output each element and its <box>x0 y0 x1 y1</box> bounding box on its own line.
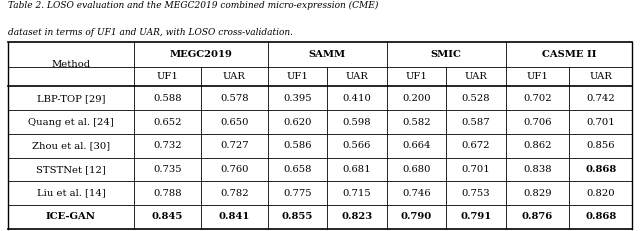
Text: 0.598: 0.598 <box>342 118 371 127</box>
Text: 0.841: 0.841 <box>218 212 250 221</box>
Text: 0.856: 0.856 <box>586 141 615 150</box>
Text: 0.868: 0.868 <box>585 165 616 174</box>
Text: 0.838: 0.838 <box>523 165 552 174</box>
Text: 0.735: 0.735 <box>154 165 182 174</box>
Text: 0.760: 0.760 <box>220 165 248 174</box>
Text: 0.680: 0.680 <box>402 165 431 174</box>
Text: 0.753: 0.753 <box>461 189 490 198</box>
Text: UF1: UF1 <box>157 72 179 81</box>
Text: UF1: UF1 <box>286 72 308 81</box>
Text: Liu et al. [14]: Liu et al. [14] <box>36 189 106 198</box>
Text: LBP-TOP [29]: LBP-TOP [29] <box>36 94 106 103</box>
Text: 0.868: 0.868 <box>585 212 616 221</box>
Text: 0.876: 0.876 <box>522 212 553 221</box>
Text: Method: Method <box>51 60 91 69</box>
Text: 0.742: 0.742 <box>586 94 615 103</box>
Text: Quang et al. [24]: Quang et al. [24] <box>28 118 114 127</box>
Text: 0.681: 0.681 <box>342 165 371 174</box>
Text: 0.823: 0.823 <box>341 212 372 221</box>
Text: 0.788: 0.788 <box>154 189 182 198</box>
Text: UAR: UAR <box>465 72 487 81</box>
Text: 0.672: 0.672 <box>461 141 490 150</box>
Text: 0.701: 0.701 <box>461 165 490 174</box>
Text: 0.855: 0.855 <box>282 212 313 221</box>
Text: 0.727: 0.727 <box>220 141 248 150</box>
Text: SAMM: SAMM <box>308 50 346 59</box>
Text: 0.732: 0.732 <box>154 141 182 150</box>
Text: UF1: UF1 <box>405 72 428 81</box>
Text: 0.706: 0.706 <box>523 118 552 127</box>
Text: 0.586: 0.586 <box>283 141 312 150</box>
Text: 0.582: 0.582 <box>402 118 431 127</box>
Text: 0.820: 0.820 <box>586 189 615 198</box>
Text: 0.410: 0.410 <box>342 94 371 103</box>
Text: SMIC: SMIC <box>431 50 461 59</box>
Text: 0.566: 0.566 <box>342 141 371 150</box>
Text: 0.650: 0.650 <box>220 118 248 127</box>
Text: 0.782: 0.782 <box>220 189 248 198</box>
Text: 0.620: 0.620 <box>283 118 312 127</box>
Text: 0.702: 0.702 <box>523 94 552 103</box>
Text: MEGC2019: MEGC2019 <box>170 50 232 59</box>
Text: 0.715: 0.715 <box>342 189 371 198</box>
Text: 0.862: 0.862 <box>523 141 552 150</box>
Text: 0.578: 0.578 <box>220 94 248 103</box>
Text: 0.664: 0.664 <box>402 141 431 150</box>
Text: 0.587: 0.587 <box>461 118 490 127</box>
Text: 0.652: 0.652 <box>154 118 182 127</box>
Text: 0.395: 0.395 <box>283 94 312 103</box>
Text: 0.845: 0.845 <box>152 212 184 221</box>
Text: 0.791: 0.791 <box>460 212 492 221</box>
Text: UAR: UAR <box>223 72 246 81</box>
Text: STSTNet [12]: STSTNet [12] <box>36 165 106 174</box>
Text: 0.528: 0.528 <box>461 94 490 103</box>
Text: CASME II: CASME II <box>541 50 596 59</box>
Text: 0.588: 0.588 <box>154 94 182 103</box>
Text: 0.658: 0.658 <box>283 165 312 174</box>
Text: dataset in terms of UF1 and UAR, with LOSO cross-validation.: dataset in terms of UF1 and UAR, with LO… <box>8 28 292 37</box>
Text: Table 2. LOSO evaluation and the MEGC2019 combined micro-expression (CME): Table 2. LOSO evaluation and the MEGC201… <box>8 1 378 10</box>
Text: 0.790: 0.790 <box>401 212 432 221</box>
Text: UAR: UAR <box>589 72 612 81</box>
Text: Zhou et al. [30]: Zhou et al. [30] <box>32 141 110 150</box>
Text: 0.200: 0.200 <box>402 94 431 103</box>
Text: 0.701: 0.701 <box>586 118 615 127</box>
Text: 0.775: 0.775 <box>283 189 312 198</box>
Text: ICE-GAN: ICE-GAN <box>46 212 96 221</box>
Text: UF1: UF1 <box>526 72 548 81</box>
Text: UAR: UAR <box>346 72 368 81</box>
Text: 0.746: 0.746 <box>402 189 431 198</box>
Text: 0.829: 0.829 <box>523 189 552 198</box>
